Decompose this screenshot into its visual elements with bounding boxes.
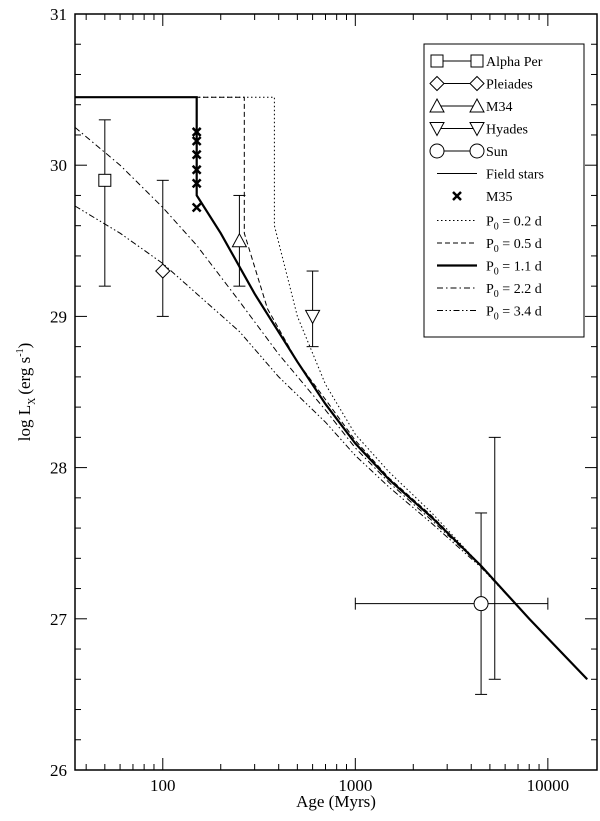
m35-point bbox=[191, 178, 202, 189]
cluster-markers bbox=[98, 127, 489, 612]
legend: Alpha Per Pleiades M34 Hyades Sun Field stars… bbox=[423, 43, 585, 338]
y-tick-label: 27 bbox=[50, 610, 68, 629]
m35-point bbox=[191, 149, 202, 160]
x-axis-label: Age (Myrs) bbox=[296, 792, 376, 811]
x-axis: 100 1000 10000 bbox=[85, 14, 570, 795]
legend-label: M35 bbox=[486, 190, 512, 205]
legend-marker-triangle-down bbox=[469, 122, 485, 137]
legend-label: P0 = 1.1 d bbox=[486, 260, 542, 278]
legend-marker-circle bbox=[469, 143, 485, 159]
m35-point bbox=[191, 136, 202, 146]
legend-label: P0 = 3.4 d bbox=[486, 305, 542, 323]
y-axis: 26 27 28 29 30 31 bbox=[50, 5, 597, 780]
y-tick-label: 26 bbox=[50, 761, 67, 780]
legend-marker-triangle-up bbox=[469, 97, 485, 113]
data-point-circle bbox=[473, 596, 489, 612]
y-tick-label: 28 bbox=[50, 459, 67, 478]
y-tick-label: 30 bbox=[50, 156, 67, 175]
legend-label: Field stars bbox=[486, 168, 544, 183]
x-tick-label: 10000 bbox=[527, 776, 570, 795]
m35-point-stroke bbox=[191, 164, 202, 175]
legend-label: Sun bbox=[486, 145, 508, 160]
y-axis-label: log LX(erg s-1) bbox=[15, 343, 38, 442]
legend-marker-m35-stroke bbox=[452, 191, 462, 201]
legend-marker-triangle-down bbox=[429, 122, 445, 137]
legend-marker-square bbox=[430, 54, 444, 68]
legend-label: P0 = 0.2 d bbox=[486, 215, 542, 233]
m35-point-stroke bbox=[191, 178, 202, 189]
legend-label: M34 bbox=[486, 100, 512, 115]
m35-point bbox=[191, 164, 202, 175]
m35-point-stroke bbox=[191, 136, 202, 146]
x-tick-label: 1000 bbox=[338, 776, 372, 795]
data-point-triangle-up bbox=[231, 232, 248, 248]
legend-label: P0 = 0.5 d bbox=[486, 237, 542, 255]
m35-point-stroke bbox=[191, 127, 202, 137]
legend-label: Hyades bbox=[486, 123, 528, 138]
m35-point-stroke bbox=[191, 202, 202, 213]
legend-marker-diamond bbox=[469, 75, 485, 92]
legend-label: Pleiades bbox=[486, 78, 533, 93]
data-point-square bbox=[98, 173, 112, 187]
m35-point bbox=[191, 202, 202, 213]
y-tick-label: 31 bbox=[50, 5, 67, 24]
x-tick-label: 100 bbox=[150, 776, 176, 795]
data-point-triangle-down bbox=[304, 309, 321, 325]
legend-marker-triangle-up bbox=[429, 97, 445, 113]
legend-marker-square bbox=[470, 54, 484, 68]
legend-marker-circle bbox=[429, 143, 445, 159]
legend-label: P0 = 2.2 d bbox=[486, 282, 542, 300]
legend-marker-diamond bbox=[429, 75, 445, 92]
m35-point bbox=[191, 127, 202, 137]
plot-frame bbox=[74, 13, 598, 771]
data-point-diamond bbox=[155, 263, 171, 279]
m35-point-stroke bbox=[191, 149, 202, 160]
legend-marker-m35 bbox=[452, 191, 462, 201]
y-tick-label: 29 bbox=[50, 307, 67, 326]
model-line-dotted bbox=[75, 96, 588, 680]
legend-label: Alpha Per bbox=[486, 55, 543, 70]
